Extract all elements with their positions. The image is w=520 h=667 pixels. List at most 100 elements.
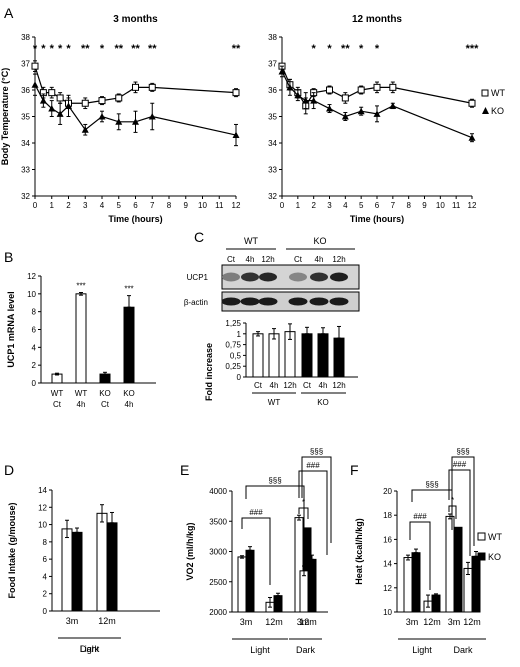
panel-letter-d: D bbox=[4, 462, 14, 478]
chart-2-point-ko bbox=[310, 97, 318, 104]
chart-6-x-tick-label: 3m bbox=[297, 617, 310, 627]
chart-2-x-tick-label: 10 bbox=[436, 201, 445, 210]
chart-1-significance-star: * bbox=[50, 43, 55, 55]
chart-2-series-ko-line bbox=[281, 71, 473, 139]
chart-4-bar bbox=[268, 333, 280, 378]
chart-5-bar-ko bbox=[106, 522, 118, 612]
legend-wt-marker bbox=[481, 89, 489, 97]
chart-1-point-wt bbox=[81, 99, 89, 107]
chart-1-significance-star: * bbox=[100, 43, 105, 55]
chart-1-point-wt bbox=[98, 97, 106, 105]
chart-2-x-tick-label: 11 bbox=[452, 201, 461, 210]
chart-2-x-tick-label: 3 bbox=[327, 201, 332, 210]
chart-1-point-ko bbox=[65, 102, 72, 109]
chart-1-x-tick-label: 2 bbox=[66, 201, 71, 210]
chart-7-x-tick-label: 3m bbox=[406, 617, 419, 627]
chart-4-y-tick-label: 1,25 bbox=[225, 319, 241, 328]
chart-5-y-tick-label: 10 bbox=[38, 521, 47, 530]
chart-6-bar-ko bbox=[307, 558, 317, 613]
chart-5-y-tick-label: 2 bbox=[43, 590, 48, 599]
chart-7-bracket-label: §§§ bbox=[456, 447, 469, 456]
legend-f-ko-label: KO bbox=[488, 552, 501, 562]
chart-6-bracket-line bbox=[301, 456, 332, 543]
chart-7-errorbar bbox=[474, 551, 478, 557]
chart-5-x-tick-label: 12m bbox=[98, 616, 116, 626]
chart-3-x-tick-label: WT bbox=[75, 389, 88, 398]
chart-4-errorbar bbox=[305, 326, 309, 335]
chart-1-point-ko bbox=[31, 81, 39, 88]
chart-3-y-tick-label: 6 bbox=[32, 326, 37, 335]
chart-5-y-label: Food Intake (g/mouse) bbox=[7, 502, 17, 598]
chart-1-point-wt bbox=[115, 94, 123, 102]
chart-4-y-label: Fold increase bbox=[204, 343, 214, 401]
chart-1-point-wt bbox=[56, 94, 64, 102]
chart-2-x-tick-label: 9 bbox=[422, 201, 427, 210]
chart-6-bracket-label: §§§ bbox=[268, 476, 281, 485]
chart-6-bracket-label: ### bbox=[249, 508, 263, 517]
chart-3-errorbar bbox=[103, 371, 107, 375]
chart-1-x-tick-label: 10 bbox=[198, 201, 207, 210]
chart-2-point-ko bbox=[278, 67, 286, 75]
chart-6-bar-wt bbox=[299, 570, 309, 613]
chart-3-significance-star: *** bbox=[76, 281, 85, 290]
chart-5-bar-wt bbox=[61, 528, 73, 612]
chart-5-y-tick-label: 0 bbox=[43, 607, 48, 616]
chart-6-bar-wt bbox=[237, 556, 247, 613]
chart-3-y-tick-label: 10 bbox=[27, 290, 36, 299]
chart-2-significance-star: * bbox=[327, 43, 332, 55]
chart-4-y-tick-label: 0,75 bbox=[225, 341, 241, 350]
chart-7-bar-wt bbox=[445, 515, 455, 613]
chart-6-bracket-label: ### bbox=[306, 461, 320, 470]
panel-letter-b: B bbox=[4, 249, 13, 265]
chart-4-group-label: KO bbox=[317, 398, 329, 407]
chart-2-x-tick-label: 4 bbox=[343, 201, 348, 210]
panel-letter-e: E bbox=[180, 462, 189, 478]
chart-2-point-ko bbox=[468, 134, 476, 141]
blot-lane-label: 4h bbox=[246, 255, 255, 264]
chart-6-bar-ko bbox=[273, 595, 283, 613]
chart-6-y-label: VO2 (ml/h/kg) bbox=[185, 522, 195, 580]
chart-2-point-wt bbox=[326, 86, 333, 94]
chart-3-x-tick-label: Ct bbox=[53, 400, 62, 409]
chart-1-point-ko bbox=[115, 118, 123, 125]
chart-2-y-tick-label: 35 bbox=[268, 113, 277, 122]
chart-5-errorbar bbox=[100, 504, 104, 523]
chart-6-bracket-label: * bbox=[302, 498, 305, 507]
blot-band-actin bbox=[221, 297, 241, 306]
chart-4-x-tick-label: 4h bbox=[319, 381, 328, 390]
chart-7-bracket-line bbox=[451, 456, 475, 546]
chart-1-significance-star: ** bbox=[81, 43, 90, 55]
chart-1-x-tick-label: 11 bbox=[215, 201, 224, 210]
chart-4-bar bbox=[301, 333, 313, 378]
chart-5-group-label: Dark bbox=[80, 644, 100, 654]
chart-1-significance-star: * bbox=[41, 43, 46, 55]
chart-1-significance-star: * bbox=[58, 43, 63, 55]
chart-3-y-tick-label: 2 bbox=[32, 361, 37, 370]
chart-4-x-tick-label: 4h bbox=[270, 381, 279, 390]
chart-1-point-wt bbox=[148, 83, 156, 91]
chart-2-point-ko bbox=[286, 83, 294, 91]
legend-f-ko-marker bbox=[477, 552, 486, 561]
chart-1-y-tick-label: 36 bbox=[21, 86, 30, 95]
chart-1-point-wt bbox=[31, 62, 39, 70]
chart-7-y-tick-label: 20 bbox=[383, 487, 392, 496]
blot-lane-label: Ct bbox=[227, 255, 236, 264]
chart-6-errorbar bbox=[276, 592, 280, 597]
chart-2-title: 12 months bbox=[352, 14, 402, 25]
chart-6-bracket bbox=[298, 507, 309, 519]
chart-2-point-ko bbox=[294, 91, 302, 99]
chart-2-point-ko bbox=[326, 105, 333, 112]
chart-1-significance-star: ** bbox=[131, 43, 140, 55]
chart-2-point-wt bbox=[373, 83, 381, 91]
blot-row-label-actin: β-actin bbox=[184, 298, 208, 307]
chart-4-y-tick-label: 0,25 bbox=[225, 362, 241, 371]
chart-6-y-tick-label: 3500 bbox=[209, 517, 227, 526]
chart-3-x-tick-label: 4h bbox=[77, 400, 86, 409]
chart-7-y-tick-label: 12 bbox=[383, 584, 392, 593]
chart-7-bracket-label: ### bbox=[413, 512, 427, 521]
chart-6-errorbar bbox=[310, 554, 314, 560]
chart-7-errorbar bbox=[434, 593, 438, 596]
chart-5-errorbar bbox=[65, 519, 69, 539]
chart-7-bar-wt bbox=[403, 557, 413, 613]
